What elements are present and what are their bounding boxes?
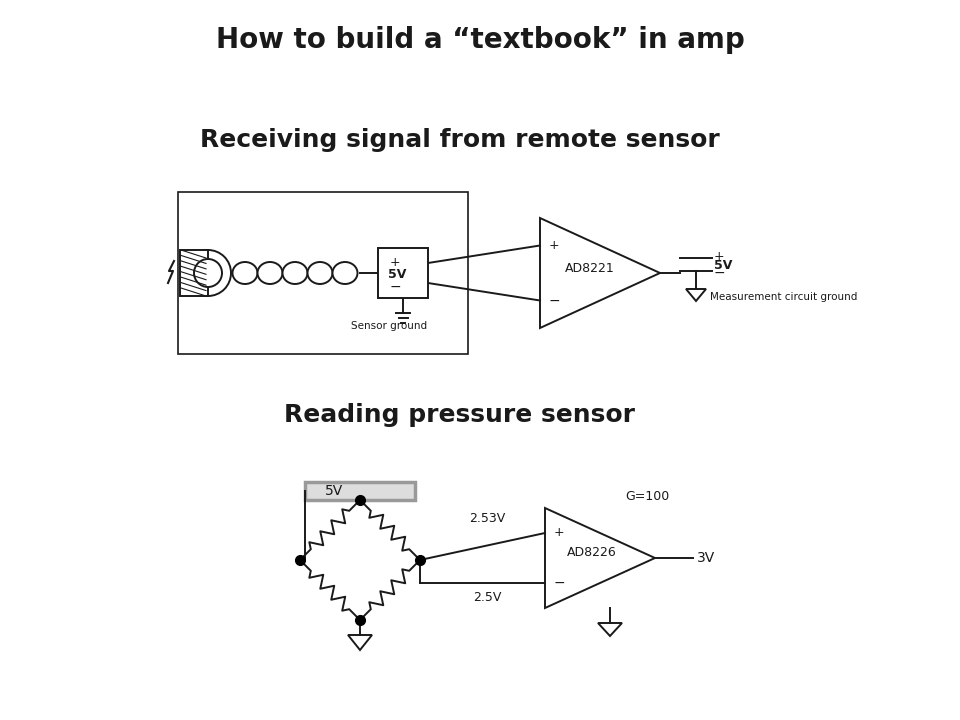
Text: 2.53V: 2.53V <box>469 512 506 525</box>
Text: Receiving signal from remote sensor: Receiving signal from remote sensor <box>200 128 720 152</box>
Text: 2.5V: 2.5V <box>473 591 502 604</box>
Text: How to build a “textbook” in amp: How to build a “textbook” in amp <box>216 26 744 54</box>
Text: −: − <box>549 294 561 307</box>
Text: AD8226: AD8226 <box>567 546 617 559</box>
Text: Reading pressure sensor: Reading pressure sensor <box>284 403 636 427</box>
Circle shape <box>185 250 231 296</box>
Text: −: − <box>554 576 565 590</box>
Text: −: − <box>390 280 401 294</box>
Text: Sensor ground: Sensor ground <box>351 321 427 331</box>
Bar <box>378 248 428 298</box>
Ellipse shape <box>307 262 332 284</box>
Ellipse shape <box>257 262 282 284</box>
Text: +: + <box>390 256 400 269</box>
Circle shape <box>194 259 222 287</box>
Text: Measurement circuit ground: Measurement circuit ground <box>710 292 857 302</box>
Text: +: + <box>714 250 725 263</box>
Ellipse shape <box>282 262 307 284</box>
Text: 3V: 3V <box>697 551 715 565</box>
Bar <box>178 192 468 354</box>
Ellipse shape <box>332 262 357 284</box>
Text: −: − <box>714 266 726 280</box>
Text: 5V: 5V <box>714 259 732 272</box>
Text: +: + <box>554 526 564 539</box>
Bar <box>305 482 415 500</box>
Text: +: + <box>549 239 560 252</box>
Text: 5V: 5V <box>388 268 406 281</box>
Ellipse shape <box>232 262 257 284</box>
Text: AD8221: AD8221 <box>565 261 614 274</box>
Bar <box>180 250 208 296</box>
Text: 5V: 5V <box>325 484 344 498</box>
Text: G=100: G=100 <box>625 490 669 503</box>
